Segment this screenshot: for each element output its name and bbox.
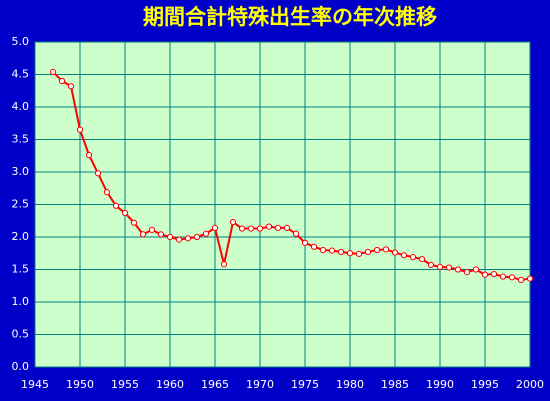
point <box>112 202 120 209</box>
point <box>130 219 138 226</box>
point <box>409 254 417 261</box>
point <box>382 246 390 253</box>
x-tick-label: 1955 <box>111 378 139 391</box>
point <box>328 247 336 254</box>
point <box>427 261 435 269</box>
point <box>265 223 273 230</box>
point <box>220 261 228 268</box>
point <box>85 152 93 159</box>
point <box>256 225 264 232</box>
y-tick-label: 1.5 <box>12 263 30 276</box>
point <box>319 246 327 254</box>
point <box>193 233 201 241</box>
point <box>454 266 462 273</box>
y-tick-label: 2.5 <box>12 198 30 211</box>
point <box>337 248 345 256</box>
x-tick-label: 1960 <box>156 378 184 391</box>
point <box>499 273 507 280</box>
point <box>121 209 129 217</box>
x-tick-label: 1975 <box>291 378 319 391</box>
point <box>67 83 75 90</box>
point <box>49 68 57 76</box>
x-tick-label: 1990 <box>426 378 454 391</box>
point <box>310 243 318 250</box>
point <box>148 226 156 233</box>
point <box>445 264 453 271</box>
y-tick-label: 1.0 <box>12 295 30 308</box>
point <box>373 246 381 254</box>
x-tick-label: 1995 <box>471 378 499 391</box>
point <box>436 263 444 270</box>
point <box>526 275 534 282</box>
y-tick-label: 2.0 <box>12 230 30 243</box>
y-tick-label: 4.0 <box>12 100 30 113</box>
point <box>166 233 174 241</box>
y-tick-label: 5.0 <box>12 35 30 48</box>
point <box>247 225 255 232</box>
point <box>517 276 525 283</box>
point <box>490 270 498 278</box>
point <box>400 252 408 259</box>
point <box>184 235 192 242</box>
y-tick-label: 4.5 <box>12 68 30 81</box>
point <box>103 189 111 196</box>
point <box>175 236 183 243</box>
plot-border <box>34 41 531 368</box>
point <box>58 77 66 85</box>
point <box>346 250 354 257</box>
chart-title: 期間合計特殊出生率の年次推移 <box>143 5 437 29</box>
point <box>355 250 363 257</box>
point <box>481 271 489 278</box>
point <box>391 249 399 256</box>
point <box>211 224 219 231</box>
point <box>283 224 291 231</box>
y-tick-label: 0.5 <box>12 328 30 341</box>
point <box>76 126 84 133</box>
point <box>463 269 471 276</box>
y-tick-label: 3.0 <box>12 165 30 178</box>
point <box>508 274 516 281</box>
point <box>292 230 300 237</box>
x-tick-label: 1965 <box>201 378 229 391</box>
point <box>301 239 309 246</box>
point <box>418 256 426 263</box>
point <box>274 224 282 231</box>
x-tick-label: 1985 <box>381 378 409 391</box>
point <box>472 266 480 273</box>
x-tick-label: 2000 <box>516 378 544 391</box>
point <box>364 248 372 256</box>
point <box>94 170 102 177</box>
x-tick-label: 1980 <box>336 378 364 391</box>
point <box>202 230 210 237</box>
x-tick-label: 1945 <box>21 378 49 391</box>
x-tick-label: 1970 <box>246 378 274 391</box>
point <box>139 231 147 238</box>
point <box>238 225 246 232</box>
y-tick-label: 0.0 <box>12 360 30 373</box>
point <box>229 218 237 226</box>
point <box>157 231 165 238</box>
x-tick-label: 1950 <box>66 378 94 391</box>
y-tick-label: 3.5 <box>12 133 30 146</box>
